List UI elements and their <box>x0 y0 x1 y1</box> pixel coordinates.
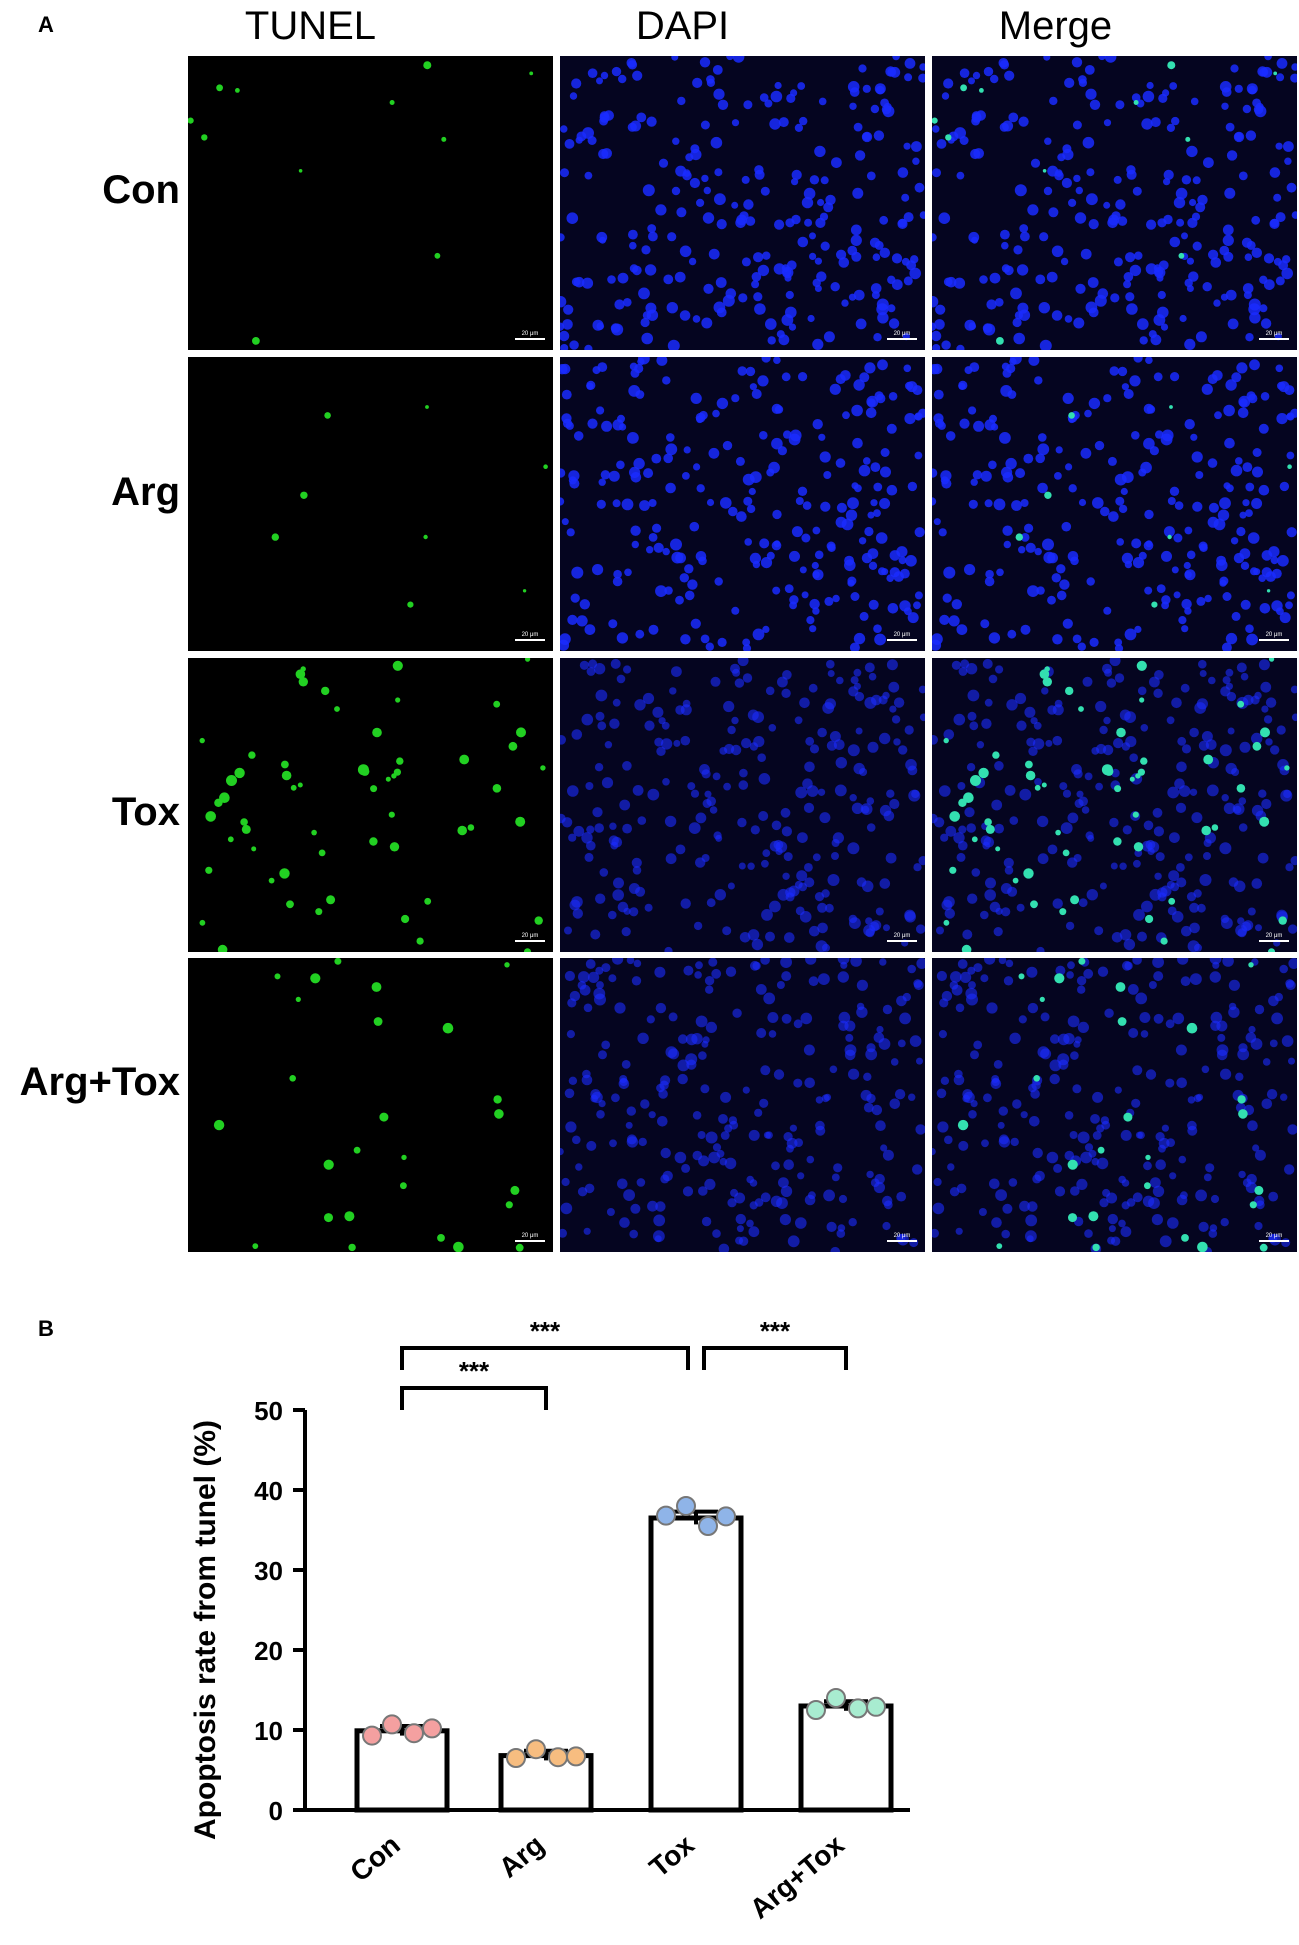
bar-tox <box>648 1515 744 1813</box>
data-point <box>716 1506 736 1527</box>
scale-bar-label: 20 μm <box>1265 632 1283 638</box>
data-point <box>548 1747 568 1768</box>
x-tick-label: Con <box>344 1829 406 1888</box>
micrograph-merge-arg: 20 μm <box>932 357 1297 651</box>
scale-bar-label: 20 μm <box>893 331 911 337</box>
y-tick-label: 10 <box>254 1716 283 1746</box>
scale-bar-label: 20 μm <box>893 632 911 638</box>
micrograph-tunel-arg: 20 μm <box>188 357 553 651</box>
scale-bar: 20 μm <box>1259 632 1289 641</box>
bar-arg-tox <box>798 1703 894 1813</box>
y-tick-label: 50 <box>254 1396 283 1426</box>
data-point <box>526 1739 546 1760</box>
data-point <box>806 1700 826 1720</box>
scale-bar-label: 20 μm <box>893 1233 911 1239</box>
significance-bracket <box>400 1386 548 1410</box>
significance-bracket <box>400 1346 690 1370</box>
significance-label: *** <box>530 1316 561 1346</box>
column-header-tunel: TUNEL <box>244 4 377 48</box>
scale-bar: 20 μm <box>887 1233 917 1242</box>
row-label-arg: Arg <box>111 470 180 514</box>
micrograph-dapi-arg: 20 μm <box>560 357 925 651</box>
scale-bar-label: 20 μm <box>521 632 539 638</box>
scale-bar: 20 μm <box>515 1233 545 1242</box>
scale-bar: 20 μm <box>515 933 545 942</box>
micrograph-tunel-tox: 20 μm <box>188 658 553 952</box>
data-point <box>404 1723 424 1744</box>
data-point <box>656 1505 676 1526</box>
scale-bar: 20 μm <box>887 632 917 641</box>
scale-bar-label: 20 μm <box>1265 1233 1283 1239</box>
scale-bar: 20 μm <box>1259 331 1289 340</box>
y-axis-label: Apoptosis rate from tunel (%) <box>189 1420 222 1840</box>
row-label-arg-tox: Arg+Tox <box>19 1060 180 1104</box>
micrograph-tunel-con: 20 μm <box>188 56 553 350</box>
scale-bar-label: 20 μm <box>521 1233 539 1239</box>
scale-bar: 20 μm <box>1259 933 1289 942</box>
scale-bar: 20 μm <box>515 632 545 641</box>
scale-bar-label: 20 μm <box>1265 331 1283 337</box>
column-header-dapi: DAPI <box>635 4 730 48</box>
micrograph-merge-arg-tox: 20 μm <box>932 958 1297 1252</box>
row-label-tox: Tox <box>111 790 180 834</box>
scale-bar: 20 μm <box>1259 1233 1289 1242</box>
data-point <box>676 1496 696 1516</box>
significance-label: *** <box>760 1316 791 1346</box>
data-point <box>362 1725 382 1746</box>
data-point <box>848 1698 868 1719</box>
micrograph-merge-con: 20 μm <box>932 56 1297 350</box>
data-point <box>698 1516 718 1536</box>
x-tick-label: Tox <box>643 1829 700 1884</box>
micrograph-dapi-arg-tox: 20 μm <box>560 958 925 1252</box>
scale-bar: 20 μm <box>887 933 917 942</box>
scale-bar-label: 20 μm <box>1265 933 1283 939</box>
significance-label: *** <box>459 1356 490 1386</box>
data-point <box>826 1688 846 1708</box>
y-tick-label: 40 <box>254 1476 283 1506</box>
panel-a-letter: A <box>38 12 54 37</box>
apoptosis-bar-chart: 0 10 20 30 40 50 Apoptosis rate from tunel (%)… <box>189 1316 910 1925</box>
panel-b-letter: B <box>38 1316 54 1341</box>
scale-bar: 20 μm <box>887 331 917 340</box>
significance-bracket <box>702 1346 848 1370</box>
data-point <box>566 1746 586 1767</box>
x-tick-label: Arg <box>493 1829 550 1884</box>
scale-bar: 20 μm <box>515 331 545 340</box>
row-label-con: Con <box>102 168 180 212</box>
y-tick-label: 30 <box>254 1556 283 1586</box>
scale-bar-label: 20 μm <box>521 331 539 337</box>
micrograph-tunel-arg-tox: 20 μm <box>188 958 553 1252</box>
column-header-merge: Merge <box>998 4 1113 48</box>
scale-bar-label: 20 μm <box>521 933 539 939</box>
data-point <box>866 1696 886 1717</box>
micrograph-dapi-tox: 20 μm <box>560 658 925 952</box>
y-tick-label: 0 <box>269 1796 283 1826</box>
x-tick-label: Arg+Tox <box>744 1829 850 1925</box>
data-point <box>422 1718 442 1739</box>
data-point <box>506 1748 526 1768</box>
scale-bar-label: 20 μm <box>893 933 911 939</box>
y-tick-label: 20 <box>254 1636 283 1666</box>
micrograph-merge-tox: 20 μm <box>932 658 1297 952</box>
data-point <box>382 1714 402 1735</box>
micrograph-dapi-con: 20 μm <box>560 56 925 350</box>
